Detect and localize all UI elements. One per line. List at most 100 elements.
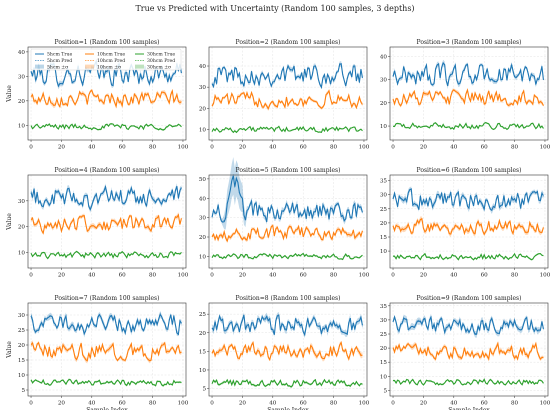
y-tick-label: 15 bbox=[18, 358, 26, 364]
y-tick-label: 20 bbox=[18, 99, 26, 105]
legend-label: 30hcm ±σ bbox=[147, 64, 171, 70]
y-axis-label: Value bbox=[6, 341, 13, 359]
subplot-1: 0 20 40 60 80 100 10 20 30 40 Position=1 (Random 1… bbox=[6, 39, 189, 151]
x-axis-label: Sample Index bbox=[86, 407, 128, 410]
subplot-title: Position=5 (Random 100 samples) bbox=[236, 167, 341, 174]
y-tick-label: 40 bbox=[199, 196, 207, 202]
y-tick-label: 35 bbox=[380, 304, 388, 310]
true-line-1 bbox=[211, 175, 363, 223]
x-tick-label: 100 bbox=[540, 401, 550, 407]
axes-frame bbox=[208, 46, 368, 141]
y-tick-label: 10 bbox=[18, 123, 26, 129]
true-line-3 bbox=[393, 378, 544, 386]
uncertainty-band-2 bbox=[393, 216, 544, 238]
x-tick-label: 100 bbox=[359, 273, 370, 279]
true-line-3 bbox=[211, 252, 363, 261]
x-tick-label: 20 bbox=[420, 401, 428, 407]
true-line-1 bbox=[211, 62, 363, 89]
x-tick-label: 80 bbox=[149, 273, 157, 279]
legend-label: 30hcm True bbox=[147, 52, 175, 58]
true-line-1 bbox=[392, 188, 544, 212]
y-tick-label: 20 bbox=[18, 225, 26, 231]
true-line-3 bbox=[30, 123, 182, 131]
true-line-3 bbox=[393, 252, 544, 261]
x-tick-label: 0 bbox=[210, 145, 214, 151]
y-tick-label: 50 bbox=[199, 177, 207, 183]
uncertainty-band-3 bbox=[212, 252, 363, 261]
plot-area bbox=[209, 175, 367, 268]
y-tick-label: 5 bbox=[383, 388, 387, 394]
uncertainty-band-1 bbox=[393, 186, 544, 215]
legend-label: 10hcm ±σ bbox=[97, 64, 121, 70]
x-tick-label: 20 bbox=[239, 273, 247, 279]
y-tick-label: 30 bbox=[380, 318, 388, 324]
true-line-3 bbox=[211, 378, 363, 388]
y-tick-label: 30 bbox=[380, 193, 388, 199]
y-tick-label: 40 bbox=[380, 54, 388, 60]
axes-frame bbox=[208, 174, 368, 269]
x-tick-label: 60 bbox=[481, 273, 489, 279]
x-tick-label: 40 bbox=[88, 401, 96, 407]
y-tick-label: 25 bbox=[380, 207, 388, 213]
x-tick-label: 20 bbox=[239, 145, 247, 151]
true-line-3 bbox=[211, 125, 363, 134]
x-tick-label: 100 bbox=[359, 145, 370, 151]
y-tick-label: 5 bbox=[202, 387, 206, 393]
x-tick-label: 40 bbox=[269, 145, 277, 151]
true-line-1 bbox=[30, 313, 182, 336]
x-tick-label: 80 bbox=[330, 273, 338, 279]
x-tick-label: 20 bbox=[420, 273, 428, 279]
axes-frame bbox=[27, 174, 187, 269]
uncertainty-band-1 bbox=[31, 183, 182, 213]
x-tick-label: 0 bbox=[29, 273, 33, 279]
y-tick-label: 5 bbox=[21, 388, 25, 394]
y-axis-label: Value bbox=[6, 213, 13, 231]
axes-frame bbox=[27, 302, 187, 397]
y-tick-label: 40 bbox=[199, 64, 207, 70]
y-tick-label: 20 bbox=[199, 235, 207, 241]
subplot-title: Position=3 (Random 100 samples) bbox=[417, 39, 522, 46]
x-tick-label: 0 bbox=[210, 273, 214, 279]
subplot-title: Position=6 (Random 100 samples) bbox=[417, 167, 522, 174]
x-tick-label: 100 bbox=[178, 145, 189, 151]
y-tick-label: 20 bbox=[199, 331, 207, 337]
subplot-8: 0 20 40 60 80 100 5 10 15 20 25 Position=8 (Random … bbox=[199, 295, 370, 410]
x-tick-label: 100 bbox=[178, 273, 189, 279]
x-tick-label: 40 bbox=[269, 401, 277, 407]
true-line-1 bbox=[211, 314, 363, 337]
x-tick-label: 60 bbox=[119, 273, 127, 279]
uncertainty-band-1 bbox=[393, 313, 544, 338]
x-tick-label: 60 bbox=[481, 401, 489, 407]
legend-label: 30hcm Pred bbox=[147, 58, 175, 64]
axes-frame bbox=[389, 46, 549, 141]
true-line-2 bbox=[392, 341, 544, 361]
x-tick-label: 100 bbox=[359, 401, 370, 407]
uncertainty-band-2 bbox=[393, 341, 544, 362]
x-tick-label: 20 bbox=[58, 401, 66, 407]
true-line-1 bbox=[30, 185, 182, 211]
subplot-title: Position=9 (Random 100 samples) bbox=[417, 295, 522, 302]
x-tick-label: 60 bbox=[300, 273, 308, 279]
x-tick-label: 100 bbox=[178, 401, 189, 407]
x-tick-label: 20 bbox=[58, 145, 66, 151]
true-line-2 bbox=[211, 89, 363, 110]
x-tick-label: 60 bbox=[300, 401, 308, 407]
y-tick-label: 25 bbox=[380, 332, 388, 338]
x-tick-label: 60 bbox=[119, 401, 127, 407]
x-tick-label: 80 bbox=[511, 145, 519, 151]
subplot-3: 0 20 40 60 80 100 10 20 30 40 Position=3 (Random 1… bbox=[380, 39, 550, 151]
y-tick-label: 10 bbox=[18, 251, 26, 257]
legend-swatch bbox=[135, 64, 144, 69]
true-line-1 bbox=[392, 315, 544, 335]
legend-swatch bbox=[35, 64, 44, 69]
y-tick-label: 20 bbox=[18, 343, 26, 349]
y-tick-label: 25 bbox=[199, 312, 207, 318]
y-tick-label: 25 bbox=[18, 328, 26, 334]
subplot-title: Position=7 (Random 100 samples) bbox=[55, 295, 160, 302]
subplot-7: 0 20 40 60 80 100 5 10 15 20 25 30 Position=7 (Rando… bbox=[6, 295, 189, 410]
true-line-2 bbox=[211, 224, 363, 243]
x-tick-label: 0 bbox=[210, 401, 214, 407]
x-tick-label: 0 bbox=[391, 145, 395, 151]
y-tick-label: 20 bbox=[380, 346, 388, 352]
